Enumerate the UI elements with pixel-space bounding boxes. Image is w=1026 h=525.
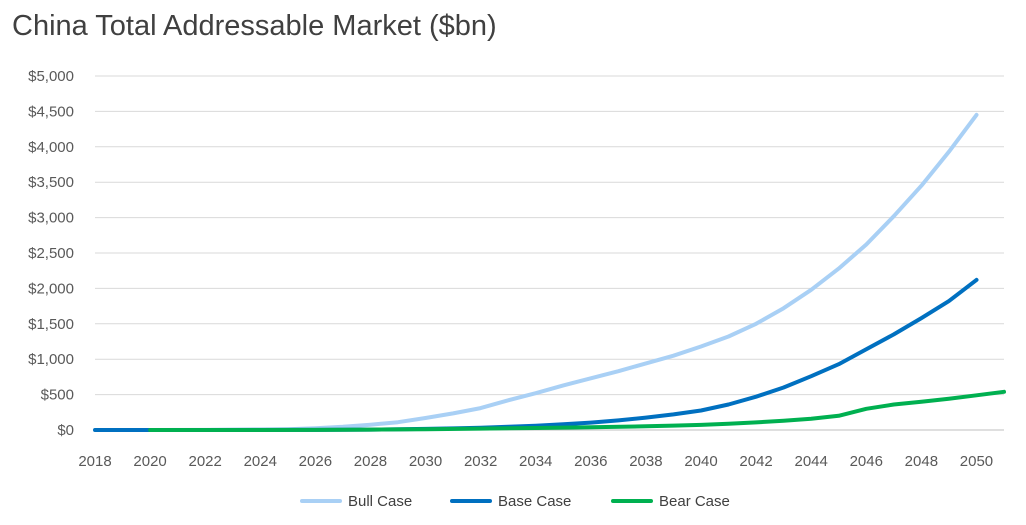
x-tick-label: 2050 bbox=[960, 453, 993, 470]
y-tick-label: $1,000 bbox=[28, 351, 74, 368]
y-tick-label: $5,000 bbox=[28, 68, 74, 85]
x-tick-label: 2024 bbox=[244, 453, 277, 470]
x-tick-label: 2040 bbox=[684, 453, 717, 470]
x-tick-label: 2020 bbox=[133, 453, 166, 470]
y-tick-label: $2,500 bbox=[28, 245, 74, 262]
series-lines bbox=[93, 112, 1006, 432]
series-line-base-case bbox=[93, 277, 979, 432]
x-tick-label: 2026 bbox=[299, 453, 332, 470]
y-tick-label: $500 bbox=[41, 387, 74, 404]
chart-title: China Total Addressable Market ($bn) bbox=[12, 10, 497, 42]
x-tick-label: 2028 bbox=[354, 453, 387, 470]
x-tick-label: 2030 bbox=[409, 453, 442, 470]
x-tick-label: 2022 bbox=[188, 453, 221, 470]
legend-label-bull-case: Bull Case bbox=[348, 493, 412, 510]
x-tick-label: 2048 bbox=[905, 453, 938, 470]
y-axis-ticks: $0 $500 $1,000 $1,500 $2,000 $2,500 $3,000 $3,5… bbox=[28, 68, 74, 439]
x-tick-label: 2032 bbox=[464, 453, 497, 470]
series-line-bull-case bbox=[148, 112, 979, 432]
x-axis-ticks: 2018 2020 2022 2024 2026 2028 2030 2032 2034 2036… bbox=[78, 453, 993, 470]
y-tick-label: $3,000 bbox=[28, 210, 74, 227]
y-tick-label: $4,000 bbox=[28, 139, 74, 156]
legend-label-base-case: Base Case bbox=[498, 493, 571, 510]
gridlines bbox=[95, 75, 1004, 431]
x-tick-label: 2036 bbox=[574, 453, 607, 470]
legend: Bull Case Base Case Bear Case bbox=[300, 493, 730, 510]
y-tick-label: $1,500 bbox=[28, 316, 74, 333]
x-tick-label: 2034 bbox=[519, 453, 552, 470]
x-tick-label: 2044 bbox=[794, 453, 827, 470]
y-tick-label: $0 bbox=[57, 422, 74, 439]
x-tick-label: 2042 bbox=[739, 453, 772, 470]
x-tick-label: 2018 bbox=[78, 453, 111, 470]
x-tick-label: 2038 bbox=[629, 453, 662, 470]
x-tick-label: 2046 bbox=[850, 453, 883, 470]
y-tick-label: $4,500 bbox=[28, 103, 74, 120]
series-line-bear-case bbox=[148, 389, 1006, 432]
legend-label-bear-case: Bear Case bbox=[659, 493, 730, 510]
y-tick-label: $2,000 bbox=[28, 280, 74, 297]
y-tick-label: $3,500 bbox=[28, 174, 74, 191]
